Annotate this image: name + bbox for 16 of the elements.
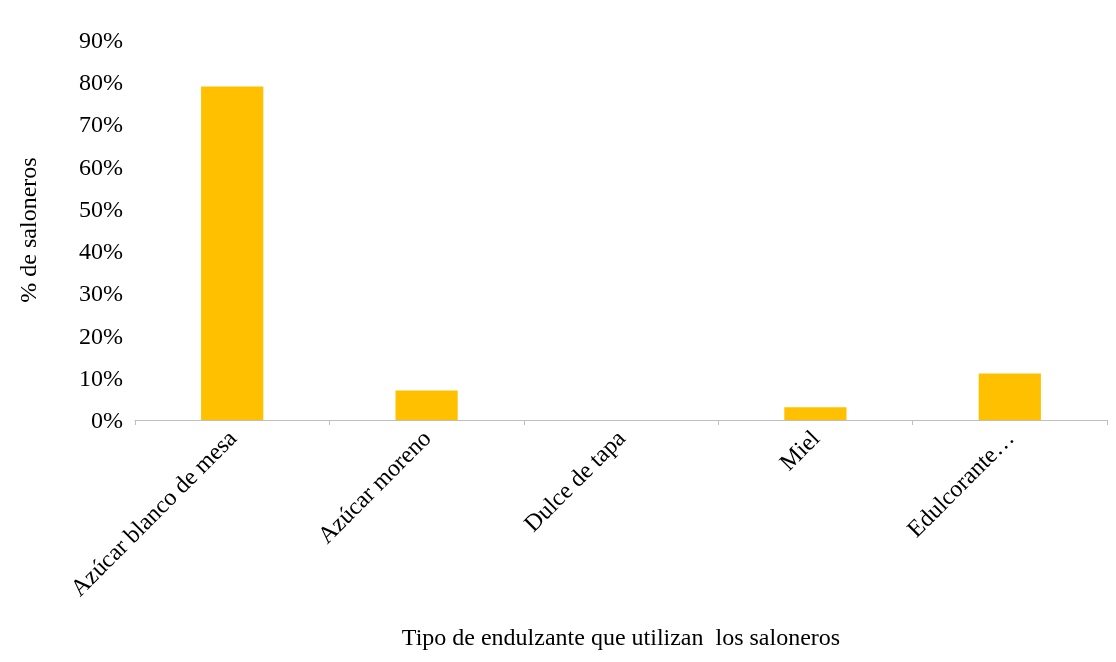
y-tick-label: 80% <box>79 69 123 96</box>
y-tick-label: 40% <box>79 238 123 265</box>
bar <box>784 407 847 420</box>
x-axis-title: Tipo de endulzante que utilizan los saloneros <box>401 624 841 650</box>
y-tick-label: 50% <box>79 195 123 222</box>
y-axis-title: % de saloneros <box>15 157 41 303</box>
y-tick-label: 20% <box>79 322 123 349</box>
y-tick-label: 10% <box>79 364 123 391</box>
bar <box>201 86 264 420</box>
bar <box>978 373 1041 420</box>
y-tick-label: 70% <box>79 111 123 138</box>
y-tick-label: 30% <box>79 280 123 307</box>
y-tick-label: 0% <box>91 407 123 433</box>
y-tick-label: 90% <box>79 27 123 53</box>
bar <box>395 390 458 420</box>
y-tick-label: 60% <box>79 153 123 180</box>
